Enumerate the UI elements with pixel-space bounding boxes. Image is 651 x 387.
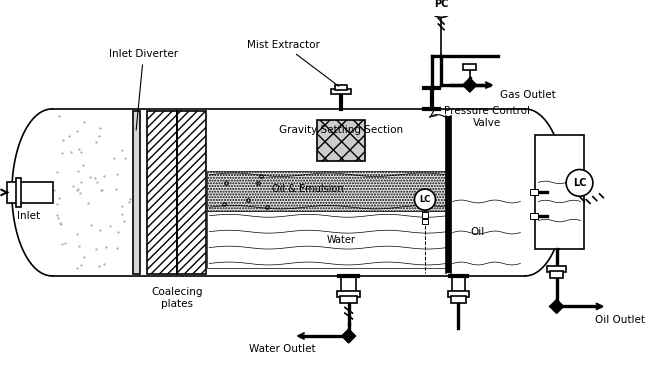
Bar	[534, 135, 585, 249]
Bar	[177, 111, 206, 274]
Text: Mist Extractor: Mist Extractor	[247, 40, 339, 86]
Text: Gravity Settling Section: Gravity Settling Section	[279, 125, 403, 135]
Bar	[7, 182, 53, 203]
Circle shape	[415, 189, 436, 210]
Text: Inlet: Inlet	[17, 211, 40, 221]
Text: LC: LC	[573, 178, 587, 188]
Polygon shape	[550, 300, 563, 313]
Bar	[335, 85, 347, 90]
Bar	[530, 213, 538, 219]
Text: Water: Water	[327, 235, 355, 245]
Circle shape	[428, 0, 454, 17]
Text: Inlet Diverter: Inlet Diverter	[109, 49, 178, 130]
Text: Pressure Control
Valve: Pressure Control Valve	[444, 106, 530, 128]
Bar	[530, 189, 538, 195]
Text: Coalecing
plates: Coalecing plates	[151, 287, 202, 309]
Polygon shape	[342, 329, 355, 342]
Bar	[448, 291, 469, 297]
Bar	[208, 171, 449, 211]
Bar	[463, 64, 477, 70]
Bar	[317, 120, 365, 161]
Text: Oil Outlet: Oil Outlet	[595, 315, 644, 325]
Text: PC: PC	[434, 0, 449, 9]
Text: Oil & Emulsion: Oil & Emulsion	[272, 184, 344, 194]
Circle shape	[566, 170, 593, 196]
Text: LC: LC	[419, 195, 431, 204]
Bar	[450, 296, 466, 303]
Bar	[447, 116, 451, 273]
Bar	[87, 111, 133, 274]
Bar	[550, 271, 563, 278]
Ellipse shape	[12, 109, 92, 276]
Bar	[52, 109, 525, 276]
Bar	[422, 212, 428, 218]
Text: Water Outlet: Water Outlet	[249, 344, 315, 354]
Bar	[133, 111, 140, 274]
Bar	[208, 211, 449, 268]
Bar	[147, 111, 177, 274]
Bar	[331, 89, 350, 94]
Bar	[16, 178, 21, 207]
Text: Gas Outlet: Gas Outlet	[501, 90, 556, 99]
Bar	[340, 296, 357, 303]
Bar	[422, 219, 428, 224]
Bar	[547, 266, 566, 272]
Polygon shape	[463, 79, 477, 92]
Ellipse shape	[485, 109, 565, 276]
Bar	[337, 291, 360, 297]
Text: Oil: Oil	[470, 227, 484, 237]
